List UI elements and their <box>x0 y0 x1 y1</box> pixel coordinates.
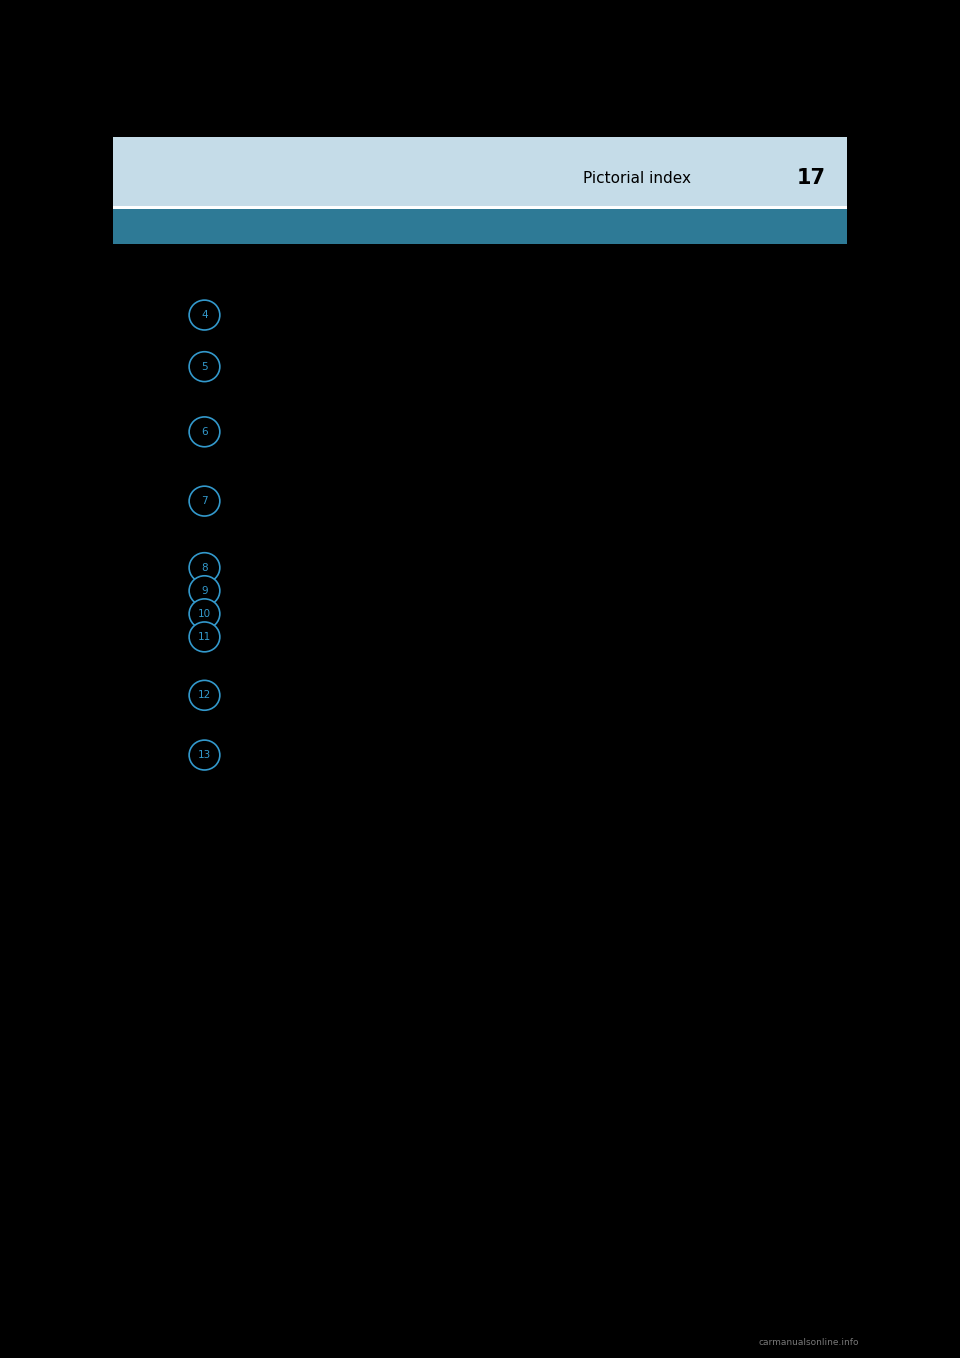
Bar <box>113 208 847 244</box>
Text: 12: 12 <box>198 690 211 701</box>
Text: 13: 13 <box>198 750 211 760</box>
Ellipse shape <box>189 352 220 382</box>
Ellipse shape <box>189 680 220 710</box>
Text: 10: 10 <box>198 608 211 619</box>
Ellipse shape <box>189 740 220 770</box>
Text: 9: 9 <box>202 585 207 596</box>
Ellipse shape <box>189 599 220 629</box>
Text: carmanualsonline.info: carmanualsonline.info <box>758 1338 859 1347</box>
Text: Pictorial index: Pictorial index <box>583 171 691 186</box>
Ellipse shape <box>189 486 220 516</box>
Text: 7: 7 <box>202 496 207 507</box>
Bar <box>113 137 847 208</box>
Ellipse shape <box>189 622 220 652</box>
Bar <box>113 206 847 209</box>
Ellipse shape <box>189 300 220 330</box>
Ellipse shape <box>189 553 220 583</box>
Text: 11: 11 <box>198 631 211 642</box>
Text: 8: 8 <box>202 562 207 573</box>
Text: 4: 4 <box>202 310 207 320</box>
Ellipse shape <box>189 576 220 606</box>
Ellipse shape <box>189 417 220 447</box>
Text: 5: 5 <box>202 361 207 372</box>
Text: 6: 6 <box>202 426 207 437</box>
Text: 17: 17 <box>797 168 826 189</box>
